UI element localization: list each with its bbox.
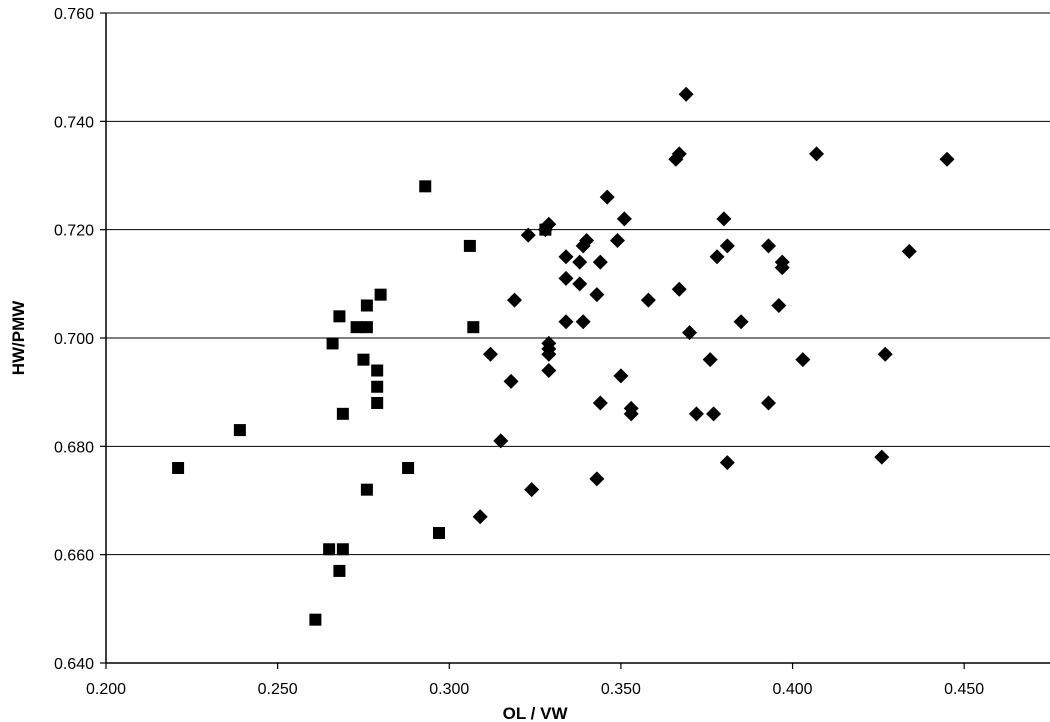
data-point-square: [467, 321, 480, 334]
data-point-diamond: [575, 314, 591, 330]
x-tick-label: 0.350: [601, 681, 641, 698]
data-point-square: [233, 424, 246, 437]
data-points: [172, 86, 955, 626]
data-point-diamond: [592, 254, 608, 270]
data-point-diamond: [524, 482, 540, 498]
data-point-diamond: [702, 352, 718, 368]
data-point-diamond: [719, 455, 735, 471]
data-point-square: [350, 321, 363, 334]
x-tick-label: 0.250: [258, 681, 298, 698]
data-point-diamond: [558, 249, 574, 265]
data-point-square: [419, 180, 432, 193]
x-tick-label: 0.300: [429, 681, 469, 698]
data-point-square: [402, 462, 415, 474]
y-tick-labels: 0.640 0.660 0.680 0.700 0.720 0.740 0.760: [54, 6, 94, 673]
data-point-diamond: [572, 276, 588, 292]
data-point-diamond: [541, 363, 557, 378]
data-point-diamond: [589, 471, 605, 487]
data-point-square: [326, 337, 339, 350]
data-point-diamond: [558, 314, 574, 330]
data-point-diamond: [809, 146, 825, 162]
data-point-diamond: [733, 314, 749, 330]
data-point-diamond: [623, 406, 639, 422]
data-point-diamond: [682, 325, 698, 341]
data-point-square: [309, 613, 322, 626]
data-point-diamond: [616, 211, 632, 227]
axes: [100, 12, 1050, 669]
data-point-diamond: [706, 406, 722, 422]
data-point-diamond: [640, 292, 656, 308]
data-point-diamond: [541, 335, 557, 351]
data-point-square: [463, 239, 476, 252]
data-point-diamond: [541, 216, 557, 232]
data-point-diamond: [716, 211, 732, 227]
data-point-square: [360, 299, 373, 312]
data-point-square: [374, 288, 387, 301]
data-point-diamond: [493, 433, 509, 449]
data-point-diamond: [795, 352, 811, 368]
data-point-diamond: [572, 254, 588, 270]
data-point-square: [360, 483, 373, 496]
data-point-diamond: [761, 395, 777, 411]
data-point-diamond: [874, 449, 890, 465]
data-point-square: [323, 543, 336, 556]
data-point-square: [336, 407, 349, 420]
data-point-diamond: [678, 86, 694, 102]
data-point-diamond: [506, 292, 522, 308]
data-point-diamond: [719, 238, 735, 254]
data-point-diamond: [688, 406, 704, 422]
data-point-diamond: [503, 373, 519, 389]
data-point-square: [333, 564, 346, 577]
data-point-square: [371, 380, 384, 393]
data-point-diamond: [558, 270, 574, 286]
y-axis-title: HW/PMW: [9, 300, 28, 376]
y-tick-label: 0.700: [54, 331, 94, 348]
y-tick-label: 0.720: [54, 223, 94, 240]
y-tick-label: 0.680: [54, 439, 94, 456]
y-tick-label: 0.640: [54, 656, 94, 673]
data-point-diamond: [589, 287, 605, 303]
data-point-diamond: [579, 233, 595, 248]
data-point-square: [336, 543, 349, 556]
data-point-square: [371, 397, 384, 409]
data-point-diamond: [671, 281, 687, 297]
data-point-diamond: [482, 346, 498, 362]
x-tick-label: 0.200: [86, 681, 126, 698]
data-point-diamond: [901, 243, 917, 259]
x-axis-title: OL / VW: [503, 704, 569, 722]
y-tick-label: 0.660: [54, 548, 94, 565]
x-tick-label: 0.400: [773, 681, 813, 698]
gridlines: [106, 12, 1050, 556]
data-point-diamond: [877, 346, 893, 362]
data-point-diamond: [599, 189, 615, 205]
data-point-diamond: [613, 368, 629, 384]
data-point-diamond: [671, 146, 687, 162]
data-point-square: [333, 310, 346, 323]
data-point-diamond: [609, 233, 625, 248]
data-point-diamond: [774, 260, 790, 276]
data-point-square: [371, 364, 384, 377]
data-point-square: [360, 321, 373, 334]
x-tick-label: 0.450: [944, 681, 984, 698]
x-tick-labels: 0.200 0.250 0.300 0.350 0.400 0.450: [86, 681, 984, 698]
data-point-diamond: [592, 395, 608, 411]
data-point-diamond: [761, 238, 777, 254]
data-point-square: [172, 462, 185, 474]
data-point-diamond: [709, 249, 725, 265]
y-tick-label: 0.760: [54, 6, 94, 23]
data-point-diamond: [939, 151, 955, 167]
data-point-square: [432, 527, 445, 539]
y-tick-label: 0.740: [54, 114, 94, 131]
data-point-square: [357, 353, 370, 366]
data-point-diamond: [771, 298, 787, 313]
data-point-diamond: [472, 509, 488, 525]
data-point-diamond: [520, 227, 536, 243]
